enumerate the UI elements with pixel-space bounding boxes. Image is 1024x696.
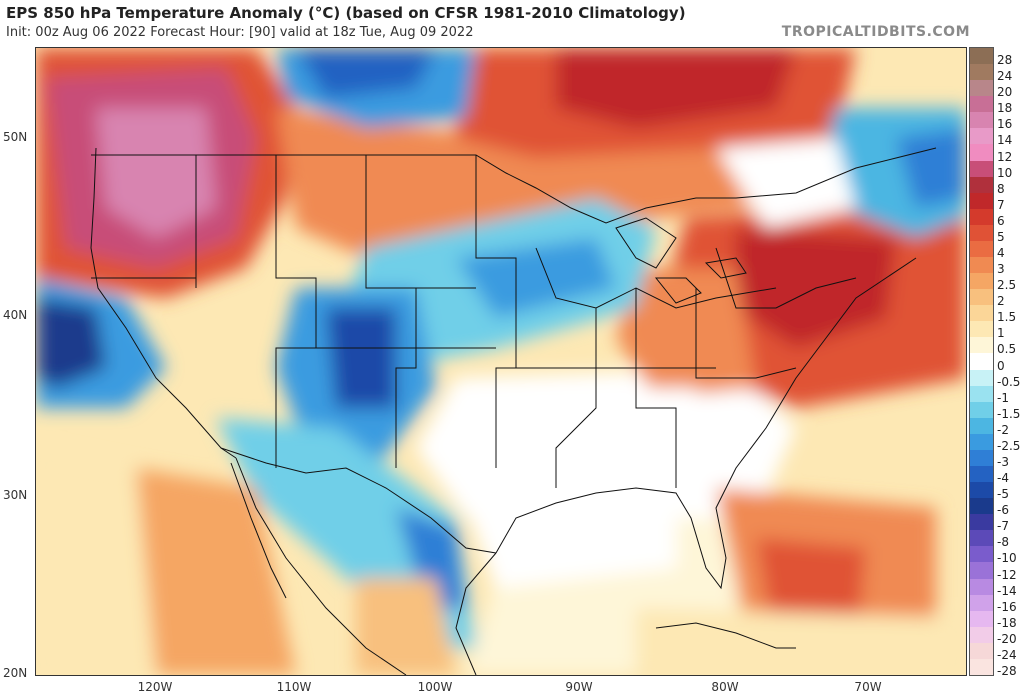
legend-label: -0.5 [997, 374, 1021, 389]
legend-label: -5 [997, 487, 1009, 502]
legend-label: 10 [997, 165, 1013, 180]
legend-swatch [970, 385, 993, 403]
legend-swatch [970, 514, 993, 531]
forecast-info: Init: 00z Aug 06 2022 Forecast Hour: [90… [6, 25, 474, 40]
legend-swatch [970, 273, 993, 290]
legend-label: 0 [997, 358, 1005, 373]
legend-label: -2 [997, 422, 1009, 437]
lat-label-20n: 20N [3, 666, 28, 680]
legend-label: -7 [997, 519, 1009, 534]
legend-label: -16 [997, 599, 1017, 614]
legend-swatch [970, 433, 993, 451]
legend-swatch [970, 626, 993, 644]
legend-label: -24 [997, 647, 1017, 662]
legend-label: 8 [997, 181, 1005, 196]
legend-swatch [970, 546, 993, 563]
lon-label-100w: 100W [417, 680, 453, 694]
legend-swatch [970, 257, 993, 274]
legend-label: -20 [997, 631, 1017, 646]
legend-swatch [970, 96, 993, 113]
legend-label: -18 [997, 615, 1017, 630]
legend-label: 0.5 [997, 342, 1017, 357]
legend-label: 24 [997, 69, 1013, 84]
legend-swatch [970, 240, 993, 258]
legend-label: 28 [997, 53, 1013, 68]
legend-label: 1.5 [997, 310, 1017, 325]
legend-label: -10 [997, 551, 1017, 566]
legend-swatch [970, 337, 993, 354]
legend-label: 1 [997, 326, 1005, 341]
legend-swatch [970, 64, 993, 81]
legend-label: -2.5 [997, 438, 1021, 453]
legend-swatch [970, 658, 993, 676]
lon-label-90w: 90W [565, 680, 593, 694]
legend-swatch [970, 642, 993, 660]
legend-swatch [970, 224, 993, 242]
legend-swatch [970, 530, 993, 547]
legend-label: -14 [997, 583, 1017, 598]
legend-label: 5 [997, 229, 1005, 244]
legend-label: 16 [997, 117, 1013, 132]
color-legend [969, 47, 994, 676]
legend-label: -3 [997, 454, 1009, 469]
legend-swatch [970, 48, 993, 65]
legend-label: 12 [997, 149, 1013, 164]
legend-swatch [970, 128, 993, 145]
lon-label-120w: 120W [137, 680, 173, 694]
legend-label: 7 [997, 197, 1005, 212]
lon-label-110w: 110W [276, 680, 312, 694]
legend-label: 20 [997, 85, 1013, 100]
legend-label: 18 [997, 101, 1013, 116]
legend-label: -1.5 [997, 406, 1021, 421]
legend-label: 3 [997, 262, 1005, 277]
legend-swatch [970, 578, 993, 596]
legend-swatch [970, 610, 993, 628]
legend-swatch [970, 112, 993, 129]
chart-title: EPS 850 hPa Temperature Anomaly (°C) (ba… [6, 4, 686, 22]
legend-swatch [970, 562, 993, 580]
legend-swatch [970, 449, 993, 467]
legend-swatch [970, 353, 993, 371]
lat-label-30n: 30N [3, 488, 28, 502]
legend-label: -8 [997, 535, 1009, 550]
legend-swatch [970, 208, 993, 226]
legend-swatch [970, 369, 993, 387]
legend-label: -28 [997, 663, 1017, 678]
legend-label: 6 [997, 213, 1005, 228]
legend-swatch [970, 176, 993, 194]
legend-swatch [970, 305, 993, 322]
legend-swatch [970, 192, 993, 210]
legend-swatch [970, 321, 993, 338]
lon-label-80w: 80W [711, 680, 739, 694]
lat-label-40n: 40N [3, 308, 28, 322]
legend-swatch [970, 482, 993, 499]
legend-label: 2 [997, 294, 1005, 309]
legend-swatch [970, 417, 993, 435]
legend-label: 4 [997, 245, 1005, 260]
lon-label-70w: 70W [854, 680, 882, 694]
legend-swatch [970, 80, 993, 97]
anomaly-map [35, 47, 967, 676]
legend-label: 14 [997, 133, 1013, 148]
legend-swatch [970, 594, 993, 612]
legend-swatch [970, 144, 993, 162]
legend-swatch [970, 289, 993, 306]
legend-label: -6 [997, 503, 1009, 518]
legend-label: 2.5 [997, 278, 1017, 293]
site-watermark: TROPICALTIDBITS.COM [781, 24, 970, 40]
legend-swatch [970, 401, 993, 419]
legend-label: -1 [997, 390, 1009, 405]
lat-label-50n: 50N [3, 130, 28, 144]
legend-swatch [970, 498, 993, 515]
legend-label: -12 [997, 567, 1017, 582]
legend-label: -4 [997, 471, 1009, 486]
legend-swatch [970, 466, 993, 483]
legend-swatch [970, 160, 993, 178]
